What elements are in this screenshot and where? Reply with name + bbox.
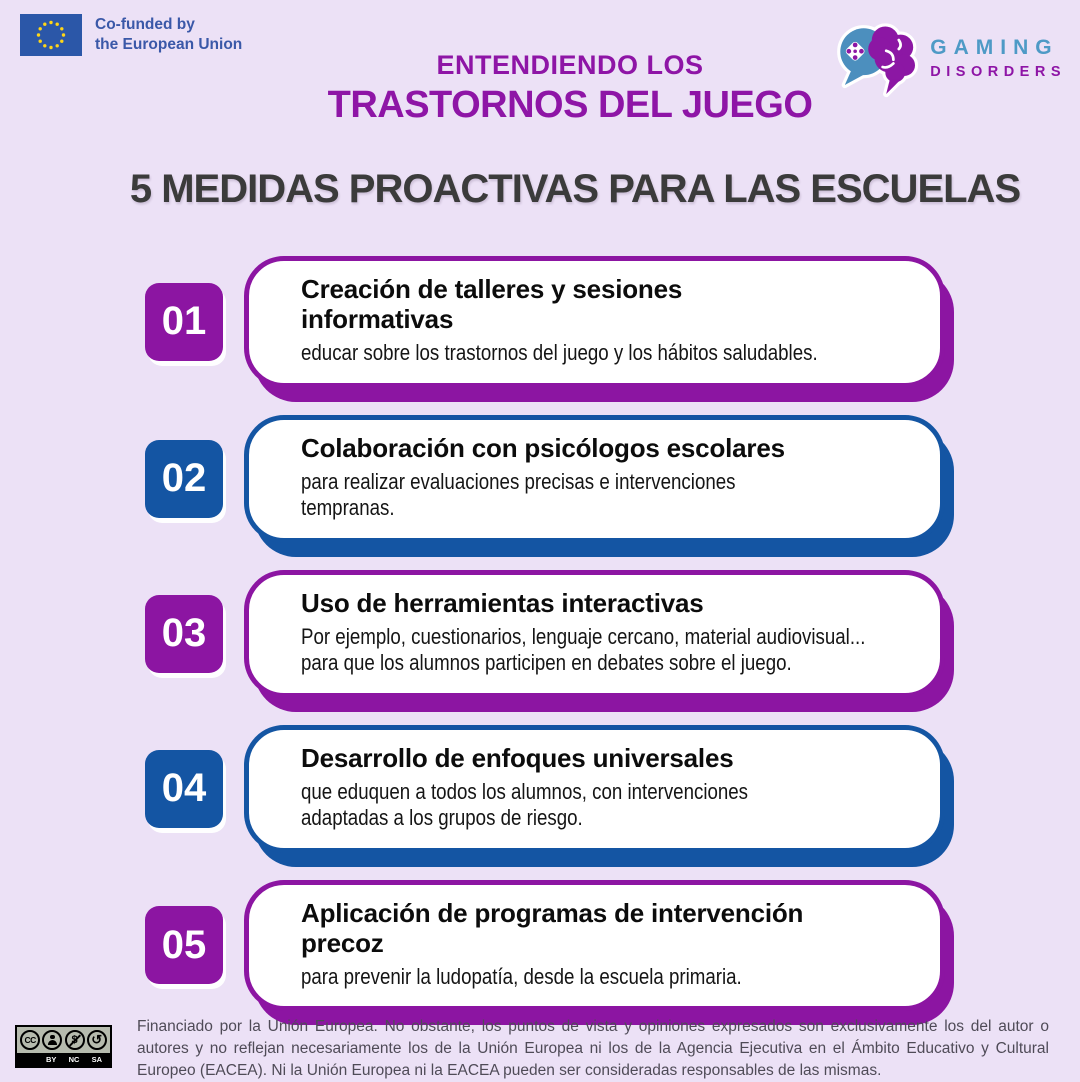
page-title: 5 MEDIDAS PROACTIVAS PARA LAS ESCUELAS bbox=[129, 167, 1021, 211]
card-description: educar sobre los trastornos del juego y … bbox=[301, 340, 818, 366]
measures-list: 01 Creación de talleres y sesiones infor… bbox=[145, 256, 954, 1026]
measure-number-badge-2: 02 bbox=[145, 439, 223, 518]
cc-license-labels: BY NC SA bbox=[17, 1053, 110, 1066]
brain-controller-icon bbox=[837, 23, 919, 98]
measure-row-1: 01 Creación de talleres y sesiones infor… bbox=[145, 256, 954, 402]
cc-sa-icon: ↺ bbox=[86, 1030, 107, 1050]
card-body: Desarrollo de enfoques universales que e… bbox=[244, 724, 945, 853]
eu-cofunded-text: Co-funded by the European Union bbox=[95, 15, 242, 55]
cc-label-sa: SA bbox=[91, 1055, 102, 1064]
cc-label-nc: NC bbox=[68, 1055, 80, 1064]
cc-license-badge: CC $ ↺ BY NC SA bbox=[15, 1025, 112, 1068]
card-title: Uso de herramientas interactivas bbox=[301, 587, 704, 618]
eu-cofunded-badge: Co-funded by the European Union bbox=[20, 14, 242, 56]
card-description: Por ejemplo, cuestionarios, lenguaje cer… bbox=[301, 623, 866, 676]
measure-number-badge-4: 04 bbox=[145, 749, 223, 828]
eu-cofunded-line2: the European Union bbox=[95, 36, 243, 53]
measure-card-3: Uso de herramientas interactivas Por eje… bbox=[244, 569, 954, 712]
card-title: Aplicación de programas de intervención … bbox=[301, 897, 804, 958]
card-title: Colaboración con psicólogos escolares bbox=[301, 432, 785, 463]
card-description: para prevenir la ludopatía, desde la esc… bbox=[301, 963, 742, 989]
card-title: Creación de talleres y sesiones informat… bbox=[301, 274, 683, 335]
measure-number-badge-3: 03 bbox=[145, 594, 223, 673]
logo-word-disorders: DISORDERS bbox=[930, 64, 1066, 80]
card-description: que eduquen a todos los alumnos, con int… bbox=[301, 778, 749, 831]
card-description: para realizar evaluaciones precisas e in… bbox=[301, 468, 736, 521]
card-body: Creación de talleres y sesiones informat… bbox=[244, 256, 945, 388]
cc-icon: CC bbox=[20, 1030, 41, 1050]
measure-row-3: 03 Uso de herramientas interactivas Por … bbox=[145, 569, 954, 712]
logo-wordmark: GAMING DISORDERS bbox=[930, 36, 1066, 80]
cc-label-by: BY bbox=[46, 1055, 57, 1064]
cc-license-icons: CC $ ↺ bbox=[17, 1027, 110, 1053]
card-body: Aplicación de programas de intervención … bbox=[244, 879, 945, 1012]
measure-number-badge-1: 01 bbox=[145, 282, 223, 361]
gaming-disorders-logo: GAMING DISORDERS bbox=[834, 16, 1066, 100]
measure-number-badge-5: 05 bbox=[145, 906, 223, 985]
measure-row-5: 05 Aplicación de programas de intervenci… bbox=[145, 879, 954, 1026]
eu-cofunded-line1: Co-funded by bbox=[95, 15, 195, 33]
measure-row-2: 02 Colaboración con psicólogos escolares… bbox=[145, 414, 954, 557]
brand-heading: ENTENDIENDO LOS TRASTORNOS DEL JUEGO bbox=[60, 50, 1080, 127]
eu-flag-icon bbox=[20, 14, 82, 56]
card-body: Colaboración con psicólogos escolares pa… bbox=[244, 414, 945, 543]
measure-row-4: 04 Desarrollo de enfoques universales qu… bbox=[145, 724, 954, 867]
card-body: Uso de herramientas interactivas Por eje… bbox=[244, 569, 945, 698]
cc-nc-icon: $ bbox=[64, 1030, 85, 1050]
measure-card-4: Desarrollo de enfoques universales que e… bbox=[244, 724, 954, 867]
measure-card-2: Colaboración con psicólogos escolares pa… bbox=[244, 414, 954, 557]
cc-by-icon bbox=[42, 1030, 63, 1050]
logo-word-gaming: GAMING bbox=[930, 36, 1059, 59]
measure-card-1: Creación de talleres y sesiones informat… bbox=[244, 256, 954, 402]
card-title: Desarrollo de enfoques universales bbox=[301, 742, 734, 773]
brand-line2: TRASTORNOS DEL JUEGO bbox=[327, 84, 813, 126]
brand-line1: ENTENDIENDO LOS bbox=[436, 50, 704, 80]
funding-disclaimer: Financiado por la Unión Europea. No obst… bbox=[137, 1018, 1049, 1079]
measure-card-5: Aplicación de programas de intervención … bbox=[244, 879, 954, 1026]
